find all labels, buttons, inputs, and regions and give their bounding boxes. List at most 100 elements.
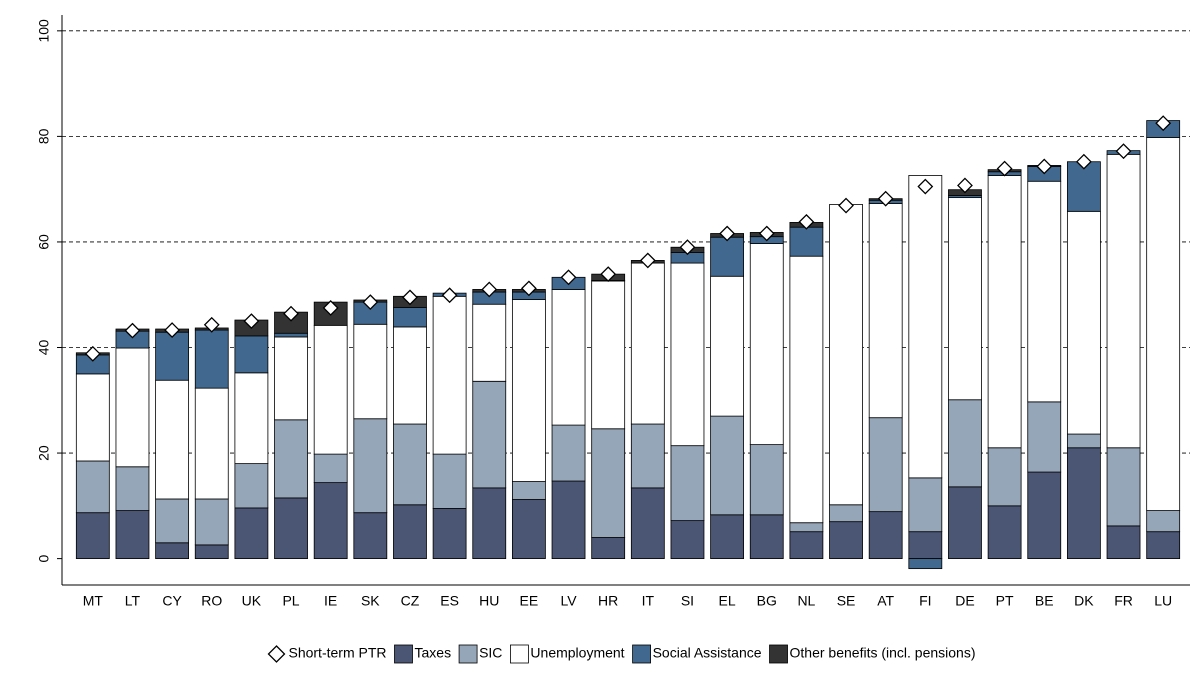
ptr-marker bbox=[283, 305, 299, 322]
bar-segment bbox=[630, 423, 665, 489]
bar-segment bbox=[234, 463, 269, 509]
bar-segment bbox=[274, 332, 308, 338]
bar-segment bbox=[234, 335, 269, 374]
x-tick-label: NL bbox=[797, 593, 815, 609]
x-tick-label: BE bbox=[1035, 593, 1054, 609]
bar-segment bbox=[194, 544, 229, 560]
bar-segment bbox=[274, 419, 308, 499]
bar-segment bbox=[234, 372, 269, 465]
bar-segment bbox=[630, 487, 665, 560]
x-tick-label: SE bbox=[837, 593, 856, 609]
bar-segment bbox=[1027, 471, 1062, 560]
bar-segment bbox=[789, 255, 824, 524]
bar-segment bbox=[710, 514, 745, 560]
x-tick-label: MT bbox=[83, 593, 104, 609]
ptr-marker bbox=[957, 177, 973, 194]
bar-segment bbox=[194, 387, 229, 500]
bar-segment bbox=[75, 512, 110, 560]
ptr-marker bbox=[362, 294, 379, 311]
bar-segment bbox=[393, 504, 427, 560]
legend-label: Short-term PTR bbox=[288, 645, 386, 661]
bar-segment bbox=[1146, 510, 1181, 533]
bar-segment bbox=[511, 299, 546, 482]
ptr-marker bbox=[560, 269, 577, 286]
bar-segment bbox=[274, 497, 308, 560]
bar-segment bbox=[115, 466, 150, 511]
bar-segment bbox=[155, 331, 190, 381]
bar-segment bbox=[432, 453, 467, 509]
bar-segment bbox=[313, 324, 348, 455]
bar-segment bbox=[115, 510, 150, 560]
y-tick-label: 60 bbox=[36, 234, 52, 250]
ptr-marker bbox=[679, 239, 696, 256]
ptr-marker bbox=[600, 266, 617, 283]
ptr-marker bbox=[322, 299, 339, 316]
y-tick-label: 100 bbox=[36, 19, 52, 43]
ptr-marker bbox=[402, 289, 418, 306]
ptr-marker bbox=[441, 287, 458, 304]
legend-label: Taxes bbox=[415, 645, 452, 661]
bar-segment bbox=[591, 428, 626, 538]
bar-segment bbox=[353, 418, 388, 514]
x-tick-label: IT bbox=[642, 593, 655, 609]
ptr-marker bbox=[164, 322, 181, 339]
ptr-marker bbox=[639, 252, 656, 269]
bar-segment bbox=[710, 415, 745, 516]
x-tick-label: CZ bbox=[401, 593, 420, 609]
bar-segment bbox=[551, 424, 586, 482]
bar-segment bbox=[948, 486, 982, 560]
x-tick-label: BG bbox=[757, 593, 777, 609]
bar-segment bbox=[1066, 433, 1101, 449]
x-tick-label: PL bbox=[282, 593, 299, 609]
x-tick-label: DE bbox=[955, 593, 974, 609]
legend-marker bbox=[267, 645, 286, 663]
bar-segment bbox=[868, 511, 903, 560]
x-tick-label: AT bbox=[877, 593, 894, 609]
bar-segment bbox=[987, 447, 1022, 507]
bar-segment bbox=[472, 487, 507, 560]
ptr-marker bbox=[917, 178, 934, 195]
bar-segment bbox=[194, 498, 229, 546]
y-tick-label: 0 bbox=[36, 555, 52, 563]
bar-segment bbox=[1146, 531, 1181, 560]
legend-swatch bbox=[769, 644, 788, 664]
x-tick-label: DK bbox=[1074, 593, 1094, 609]
bar-segment bbox=[194, 329, 229, 389]
bar-segment bbox=[670, 445, 705, 522]
legend-swatch bbox=[510, 644, 529, 664]
ptr-marker bbox=[798, 213, 815, 230]
bar-segment bbox=[1027, 401, 1062, 473]
ptr-marker bbox=[1115, 143, 1132, 160]
bar-segment bbox=[710, 236, 745, 277]
legend-swatch bbox=[394, 644, 413, 664]
legend-label: Unemployment bbox=[530, 645, 624, 661]
bar-segment bbox=[749, 243, 784, 446]
bar-segment bbox=[987, 175, 1022, 449]
x-tick-label: EL bbox=[719, 593, 736, 609]
ptr-marker bbox=[84, 345, 101, 362]
bar-segment bbox=[155, 542, 190, 560]
bar-segment bbox=[1106, 447, 1141, 527]
bar-segment bbox=[908, 558, 943, 570]
ptr-marker bbox=[758, 225, 775, 242]
ptr-marker bbox=[1036, 158, 1053, 175]
x-tick-label: LU bbox=[1154, 593, 1172, 609]
bar-segment bbox=[353, 323, 388, 420]
x-tick-label: FI bbox=[919, 593, 931, 609]
x-tick-label: SI bbox=[681, 593, 694, 609]
bar-segment bbox=[908, 477, 943, 533]
x-tick-label: UK bbox=[242, 593, 262, 609]
ptr-marker bbox=[996, 160, 1013, 177]
ptr-marker bbox=[877, 190, 894, 207]
bar-segment bbox=[432, 295, 467, 455]
ptr-marker bbox=[1075, 153, 1092, 170]
bar-segment bbox=[749, 514, 784, 560]
bar-segment bbox=[432, 508, 467, 560]
bar-segment bbox=[948, 197, 982, 401]
bar-segment bbox=[1066, 210, 1101, 435]
ptr-marker bbox=[1155, 115, 1172, 132]
bar-segment bbox=[868, 417, 903, 513]
legend-label: SIC bbox=[479, 645, 502, 661]
bar-segment bbox=[948, 399, 982, 488]
